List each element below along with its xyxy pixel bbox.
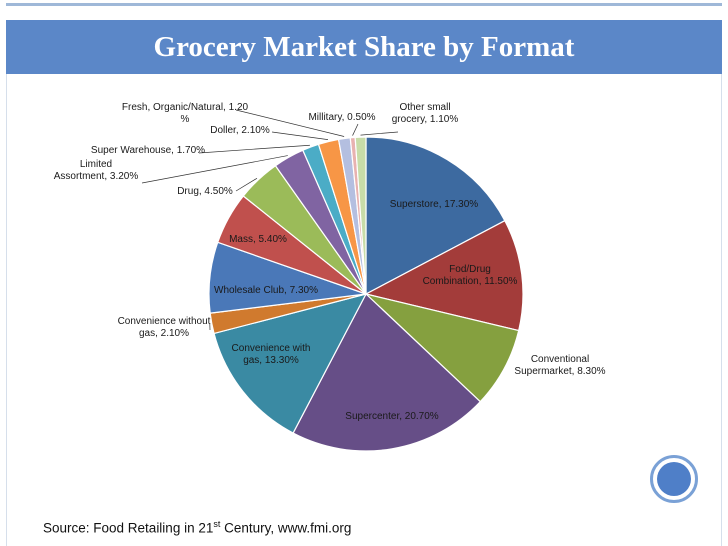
- slice-label-12: Doller, 2.10%: [210, 125, 270, 136]
- decorative-circle-icon: [657, 462, 691, 496]
- slice-label-5: Convenience with gas, 13.30%: [232, 343, 311, 366]
- pie-slice-5: [213, 293, 368, 434]
- frame-side-right: [721, 74, 722, 546]
- leader-lines: [141, 109, 399, 331]
- slice-label-14: Millitary, 0.50%: [308, 112, 375, 123]
- slice-label-9: Drug, 4.50%: [177, 186, 233, 197]
- frame-top: [0, 0, 728, 12]
- slide-title: Grocery Market Share by Format: [153, 31, 575, 63]
- source-superscript: st: [213, 519, 221, 529]
- slice-label-10: Limited Assortment, 3.20%: [54, 159, 139, 182]
- leader-line-14: [352, 123, 359, 136]
- leader-line-12: [271, 131, 329, 140]
- slice-label-8: Mass, 5.40%: [229, 234, 287, 245]
- frame-side-left: [6, 74, 7, 546]
- frame-line: [6, 3, 722, 6]
- leader-line-15: [360, 131, 399, 136]
- slice-label-2: Fod/Drug Combination, 11.50%: [423, 264, 518, 287]
- slice-label-6: Convenience without gas, 2.10%: [118, 316, 211, 339]
- slice-label-4: Supercenter, 20.70%: [345, 411, 439, 422]
- slice-label-15: Other small grocery, 1.10%: [392, 102, 459, 125]
- leader-line-13: [235, 109, 345, 137]
- leader-line-9: [235, 177, 258, 192]
- pie-slice-1: [365, 136, 506, 295]
- source-text-post: Century, www.fmi.org: [220, 520, 352, 536]
- slice-labels: Superstore, 17.30% Fod/Drug Combination, 1…: [54, 102, 606, 422]
- leader-line-11: [198, 144, 310, 154]
- slice-label-3: Conventional Supermarket, 8.30%: [514, 354, 605, 377]
- source-text-pre: Source: Food Retailing in 21: [43, 520, 214, 536]
- pie-slices: [208, 136, 524, 452]
- pie-slice-15: [354, 136, 367, 295]
- slice-label-11: Super Warehouse, 1.70%: [91, 145, 205, 156]
- slice-label-1: Superstore, 17.30%: [390, 199, 478, 210]
- title-bar: [6, 20, 722, 74]
- pie-slice-4: [292, 293, 482, 452]
- leader-line-10: [141, 155, 288, 184]
- source-note: Source: Food Retailing in 21st Century, …: [43, 519, 351, 536]
- slice-label-7: Wholesale Club, 7.30%: [214, 285, 318, 296]
- slice-label-13: Fresh, Organic/Natural, 1.20%: [122, 102, 249, 125]
